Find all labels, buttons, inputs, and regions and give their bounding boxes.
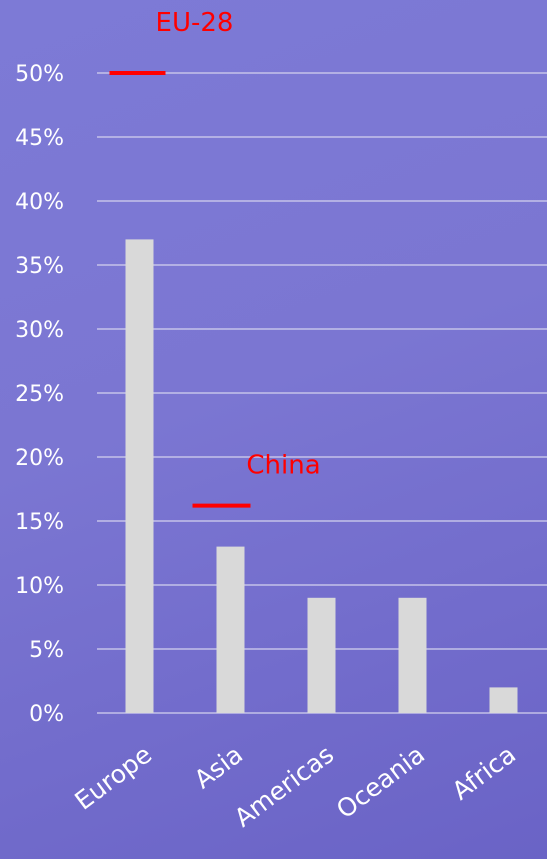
x-tick-label: Oceania xyxy=(331,740,430,825)
annotation-label: China xyxy=(246,451,320,481)
y-tick-label: 35% xyxy=(15,254,64,279)
y-tick-label: 0% xyxy=(29,702,64,727)
bar xyxy=(125,239,154,713)
y-tick-label: 50% xyxy=(15,62,64,87)
bar xyxy=(307,597,336,713)
y-tick-label: 10% xyxy=(15,574,64,599)
y-tick-label: 15% xyxy=(15,510,64,535)
bar xyxy=(216,546,245,713)
x-tick-label: Europe xyxy=(69,740,157,816)
annotation-label: EU-28 xyxy=(156,8,234,38)
y-tick-label: 25% xyxy=(15,382,64,407)
y-tick-label: 30% xyxy=(15,318,64,343)
y-tick-label: 5% xyxy=(29,638,64,663)
bar xyxy=(489,687,518,713)
x-tick-label: Asia xyxy=(189,740,248,795)
y-tick-label: 40% xyxy=(15,190,64,215)
y-tick-label: 45% xyxy=(15,126,64,151)
bar xyxy=(398,597,427,713)
x-tick-label: Americas xyxy=(229,740,339,833)
x-tick-label: Africa xyxy=(447,740,521,806)
y-tick-label: 20% xyxy=(15,446,64,471)
